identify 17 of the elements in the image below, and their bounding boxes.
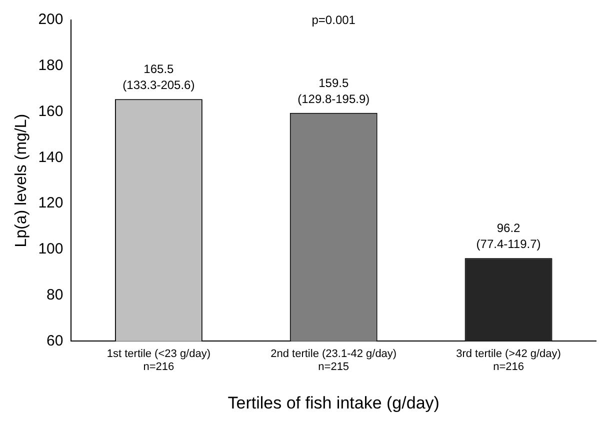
y-tick-label: 60 xyxy=(46,332,64,350)
x-axis-title: Tertiles of fish intake (g/day) xyxy=(228,393,440,412)
y-tick-label: 100 xyxy=(38,240,64,258)
data-label: 159.5 (129.8-195.9) xyxy=(298,76,370,106)
y-tick-label: 120 xyxy=(38,194,64,212)
y-axis-title: Lp(a) levels (mg/L) xyxy=(13,114,30,248)
y-tick-label: 180 xyxy=(38,57,64,74)
x-tick-label: 1st tertile (<23 g/day) n=216 xyxy=(106,348,211,374)
x-tick-label: 3rd tertile (>42 g/day) n=216 xyxy=(456,348,561,374)
y-tick-label: 80 xyxy=(46,286,64,304)
y-tick-label: 200 xyxy=(38,11,64,28)
annotation: p=0.001 xyxy=(312,13,356,27)
x-tick-label: 2nd tertile (23.1-42 g/day) n=215 xyxy=(270,348,397,374)
y-tick-label: 160 xyxy=(38,102,64,120)
data-label: 96.2 (77.4-119.7) xyxy=(476,221,541,252)
y-tick-label: 140 xyxy=(38,148,64,166)
data-label: 165.5 (133.3-205.6) xyxy=(122,62,195,92)
